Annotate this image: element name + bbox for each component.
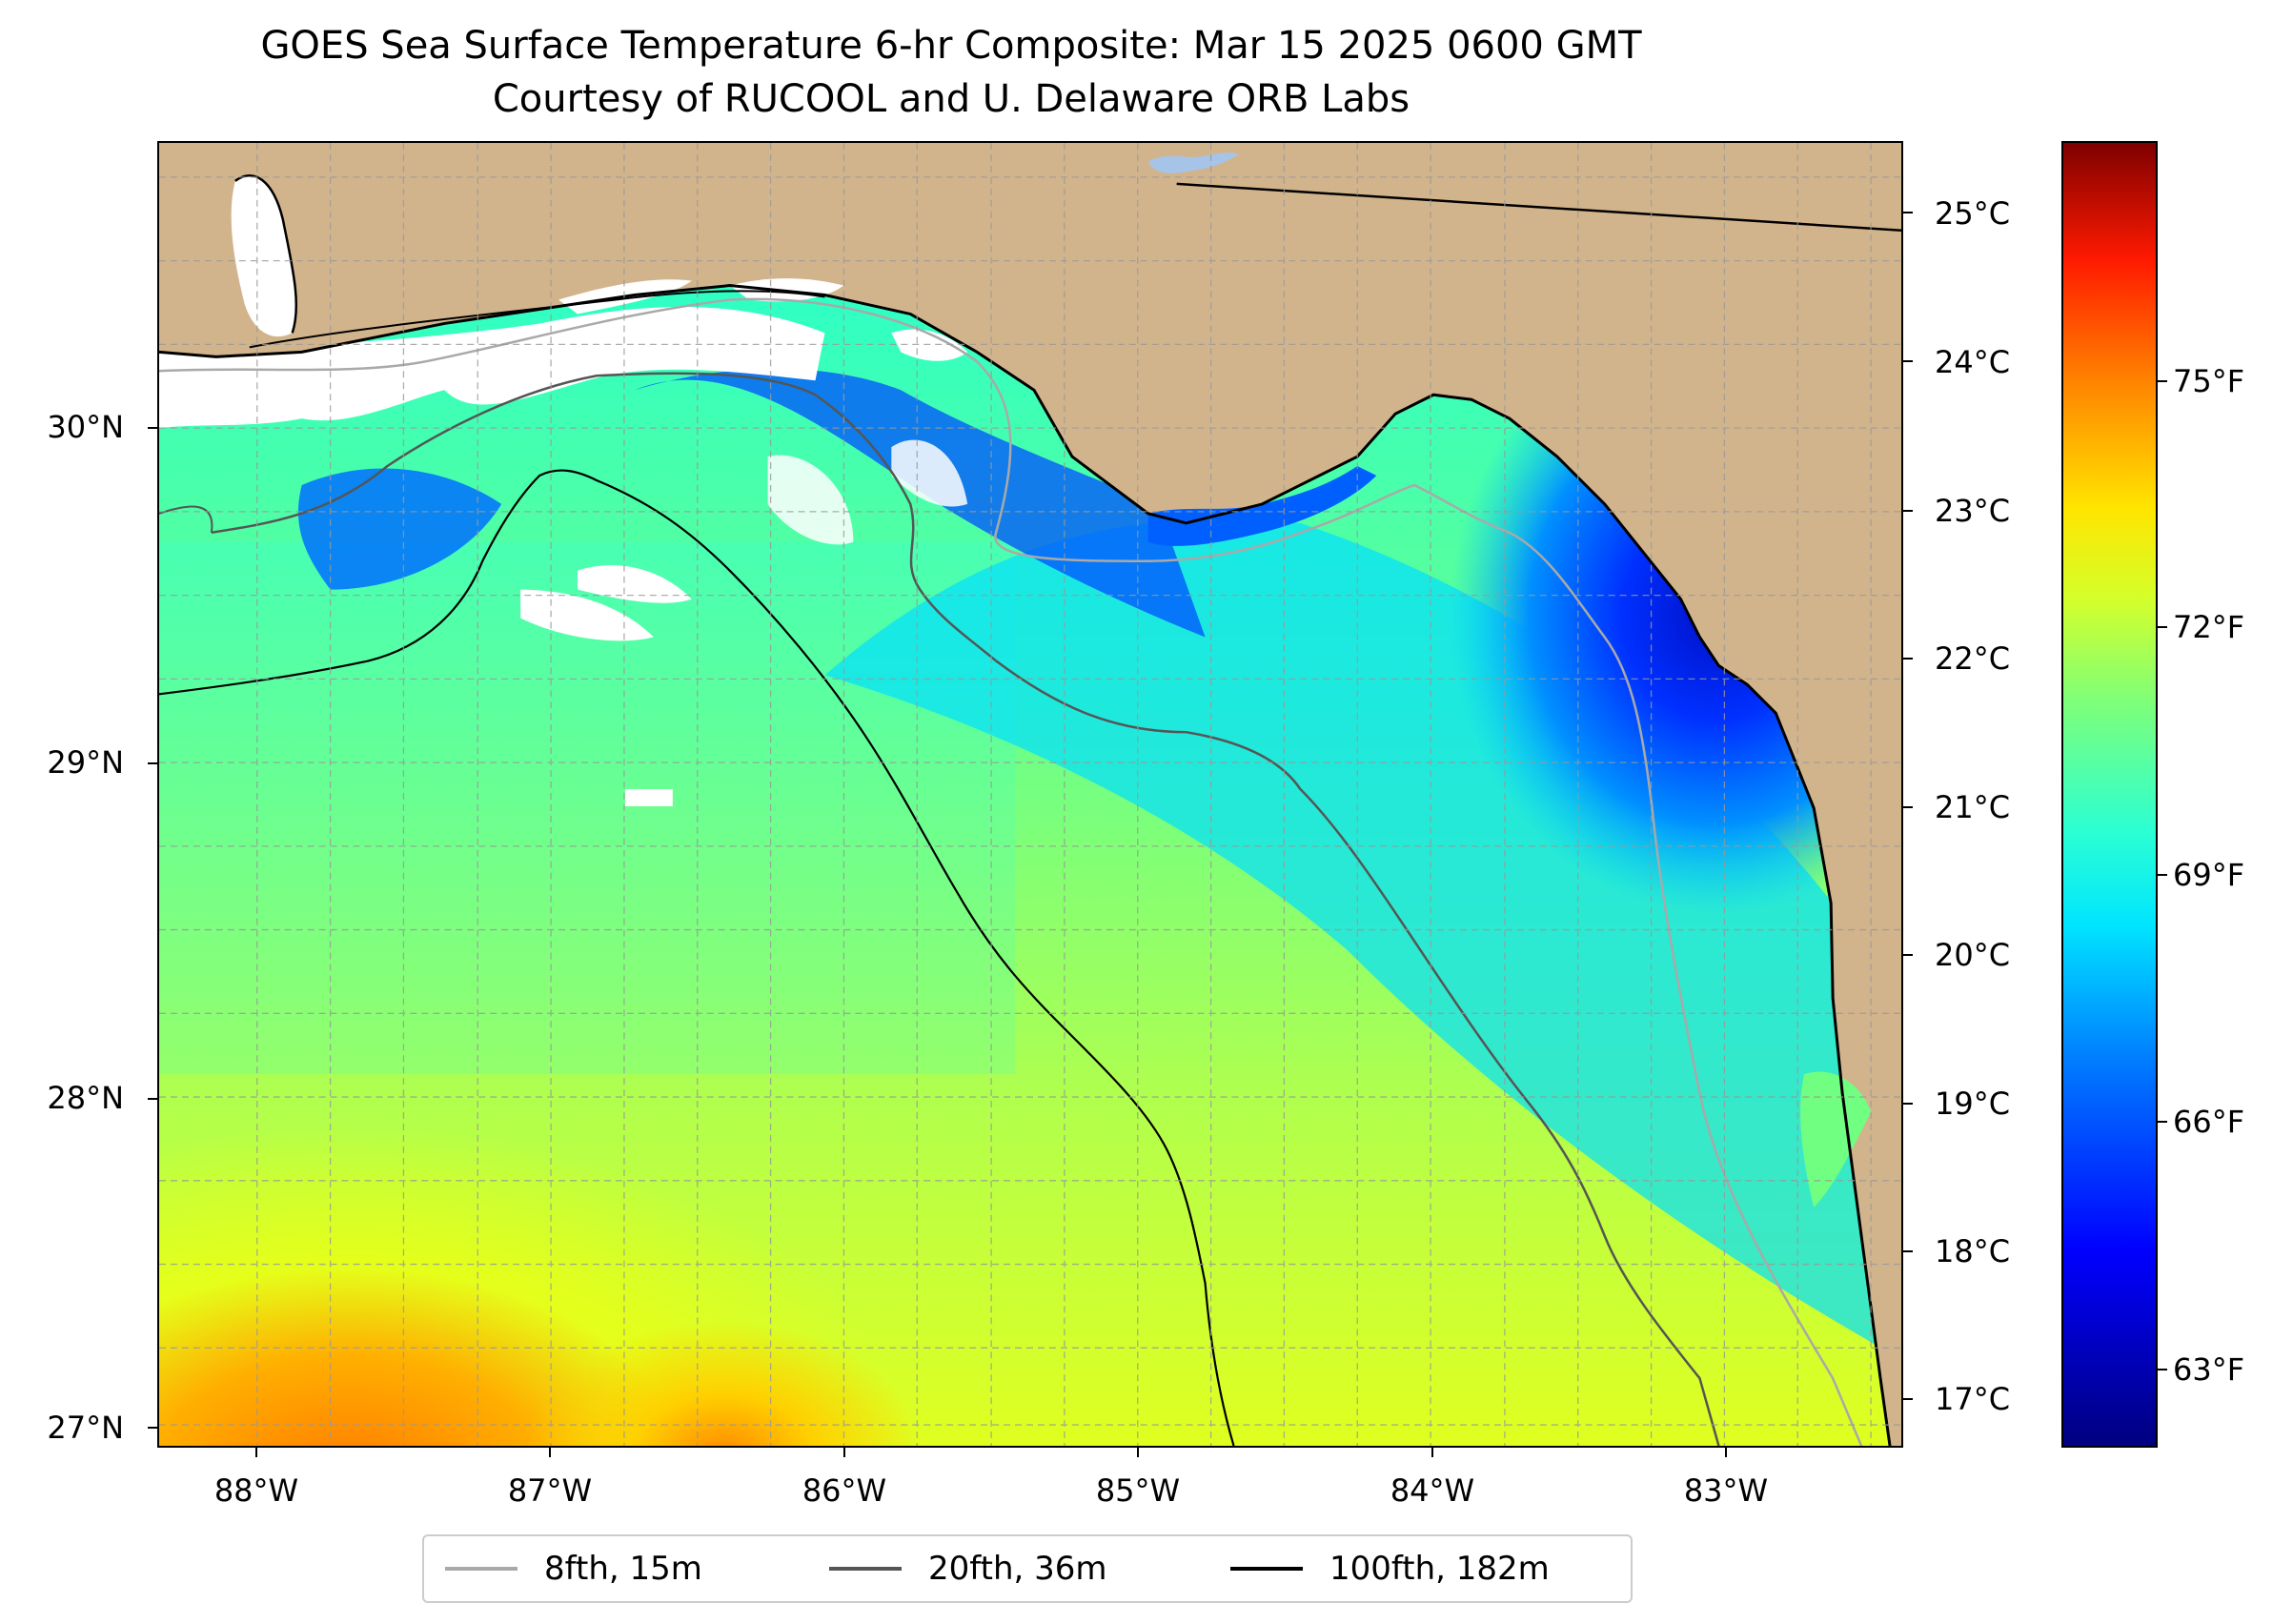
legend-item-20fth: 20fth, 36m [829, 1536, 1107, 1601]
nodata-north-coast [159, 306, 825, 429]
celsius-label-20: 20°C [1935, 937, 2011, 973]
lat-tick-27 [148, 1427, 157, 1429]
celsius-label-25: 25°C [1935, 195, 2011, 232]
legend-swatch-100fth [1230, 1567, 1303, 1571]
lat-tick-28 [148, 1098, 157, 1100]
nodata-patch-5 [891, 439, 968, 507]
fahrenheit-label-63: 63°F [2173, 1351, 2245, 1388]
isobath-100fth [159, 469, 1235, 1446]
temperature-colorbar [2061, 141, 2158, 1448]
cold-west-patch [297, 468, 502, 590]
legend-label-20fth: 20fth, 36m [928, 1550, 1107, 1588]
lake-river [1147, 152, 1239, 173]
sea-mobile-bay [231, 175, 296, 337]
f-tick-75 [2158, 380, 2167, 382]
chart-title: GOES Sea Surface Temperature 6-hr Compos… [260, 24, 1642, 68]
lat-label-29: 29°N [47, 744, 124, 781]
chart-subtitle: Courtesy of RUCOOL and U. Delaware ORB L… [492, 77, 1410, 121]
lon-tick-83 [1725, 1448, 1727, 1457]
lon-tick-85 [1137, 1448, 1139, 1457]
lon-label-87: 87°W [507, 1472, 593, 1509]
gridlines [159, 143, 1901, 1446]
celsius-label-22: 22°C [1935, 640, 2011, 677]
lon-tick-87 [549, 1448, 551, 1457]
isobath-20fth-west [159, 505, 213, 533]
lat-label-30: 30°N [47, 409, 124, 445]
coastline-barrier [249, 290, 825, 349]
c-tick-20 [1903, 954, 1913, 956]
nodata-patch-1 [520, 589, 654, 641]
isobath-8fth [159, 297, 1863, 1446]
c-tick-21 [1903, 806, 1913, 808]
c-tick-17 [1903, 1398, 1913, 1400]
state-boundary [1176, 182, 1901, 232]
coastline [159, 284, 1892, 1446]
lon-tick-88 [255, 1448, 257, 1457]
f-tick-69 [2158, 874, 2167, 876]
coastline-mobile [234, 174, 298, 334]
celsius-label-18: 18°C [1935, 1233, 2011, 1269]
c-tick-25 [1903, 212, 1913, 213]
warm-south [444, 998, 1110, 1446]
c-tick-18 [1903, 1250, 1913, 1252]
lon-label-84: 84°W [1390, 1472, 1475, 1509]
c-tick-23 [1903, 510, 1913, 512]
f-tick-66 [2158, 1121, 2167, 1123]
sea-apalachee-bay [1147, 466, 1377, 546]
sea-pensacola-bay [435, 336, 521, 359]
isobath-20fth [211, 372, 1720, 1446]
nodata-patch-2 [578, 565, 692, 603]
lon-label-88: 88°W [213, 1472, 299, 1509]
legend-label-100fth: 100fth, 182m [1329, 1550, 1550, 1588]
c-tick-24 [1903, 360, 1913, 362]
c-tick-22 [1903, 658, 1913, 660]
sst-map [157, 141, 1903, 1448]
cold-northern-shelf [634, 368, 1206, 638]
lon-tick-84 [1431, 1448, 1433, 1457]
lat-tick-30 [148, 427, 157, 429]
fahrenheit-label-66: 66°F [2173, 1104, 2245, 1140]
nodata-patch-3 [624, 789, 673, 806]
lon-label-85: 85°W [1095, 1472, 1181, 1509]
c-tick-19 [1903, 1103, 1913, 1105]
lat-tick-29 [148, 762, 157, 764]
fahrenheit-label-72: 72°F [2173, 609, 2245, 645]
lon-tick-86 [843, 1448, 845, 1457]
celsius-label-19: 19°C [1935, 1086, 2011, 1122]
isobath-legend: 8fth, 15m 20fth, 36m 100fth, 182m [422, 1534, 1633, 1603]
celsius-label-21: 21°C [1935, 789, 2011, 825]
sea-tampa-bay [1800, 1071, 1872, 1208]
fahrenheit-label-75: 75°F [2173, 363, 2245, 399]
lat-label-28: 28°N [47, 1080, 124, 1116]
lat-label-27: 27°N [47, 1410, 124, 1446]
legend-swatch-8fth [445, 1567, 517, 1571]
celsius-label-24: 24°C [1935, 344, 2011, 380]
nodata-patch-4 [767, 455, 854, 545]
sea-apalachicola-bay [891, 329, 968, 361]
legend-item-8fth: 8fth, 15m [445, 1536, 702, 1601]
lon-label-86: 86°W [802, 1472, 887, 1509]
f-tick-72 [2158, 626, 2167, 628]
lon-label-83: 83°W [1683, 1472, 1769, 1509]
celsius-label-17: 17°C [1935, 1381, 2011, 1417]
legend-item-100fth: 100fth, 182m [1230, 1536, 1550, 1601]
celsius-label-23: 23°C [1935, 493, 2011, 529]
legend-swatch-20fth [829, 1567, 902, 1571]
sst-map-canvas [159, 143, 1901, 1446]
legend-label-8fth: 8fth, 15m [544, 1550, 702, 1588]
land-north [159, 143, 1901, 1446]
fahrenheit-label-69: 69°F [2173, 857, 2245, 893]
f-tick-63 [2158, 1369, 2167, 1370]
